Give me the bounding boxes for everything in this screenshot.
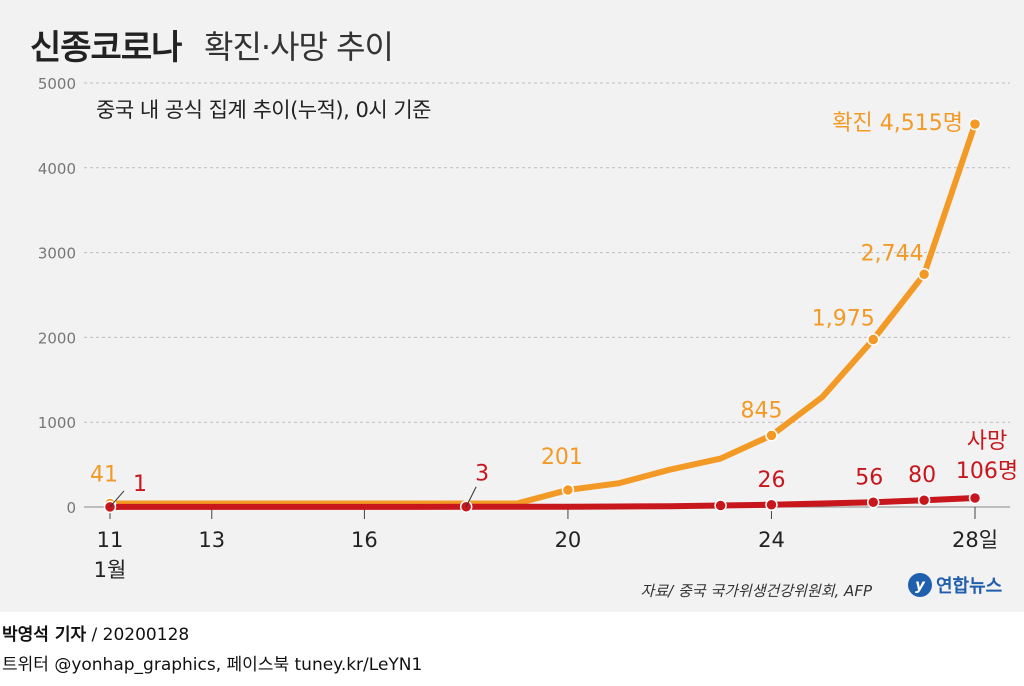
series-line-deaths [107,495,978,510]
x-tick-label: 28일 [952,528,998,552]
chart-title: 신종코로나 [30,28,182,68]
data-label-confirmed: 확진 4,515명 [832,111,963,136]
series-name-deaths: 사망 [967,429,1007,454]
chart-title-sub: 확진·사망 추이 [204,28,394,66]
data-point-deaths [714,499,727,512]
data-label-deaths: 80 [908,463,936,488]
byline: 박영석 기자 / 20200128 [2,620,189,645]
data-label-confirmed: 201 [541,445,583,470]
data-point-deaths [866,496,880,509]
data-label-deaths: 26 [757,468,785,493]
data-point-deaths [917,493,931,507]
chart-panel: 0 1000 2000 3000 4000 5000 11 13 16 20 24 28일 1월 41 20… [0,0,1024,612]
data-label-confirmed: 845 [740,398,782,423]
data-label-deaths: 1 [133,472,147,497]
reporter-name: 박영석 기자 [2,625,87,645]
yonhap-logo: y 연합뉴스 [908,572,1002,598]
publish-date: 20200128 [102,625,190,645]
yonhap-logo-text: 연합뉴스 [936,576,1003,597]
data-point-confirmed [765,429,778,442]
data-point-confirmed [866,333,880,346]
x-tick-sublabel: 1월 [94,558,127,582]
leader-line [109,490,125,508]
y-tick-label: 3000 [38,245,76,263]
social-links: 트위터 @yonhap_graphics, 페이스북 tuney.kr/LeYN… [2,655,423,675]
data-label-deaths: 106명 [956,459,1018,484]
data-point-deaths [765,498,778,512]
data-point-confirmed [917,268,931,281]
data-label-confirmed: 1,975 [812,307,875,332]
y-tick-label: 5000 [38,75,76,93]
data-label-deaths: 56 [855,465,883,490]
x-tick-label: 11 [97,528,124,552]
x-tick-label: 24 [758,528,785,552]
source-note: 자료/ 중국 국가위생건강위원회, AFP [640,582,872,600]
series-line-confirmed [107,121,978,507]
y-tick-label: 2000 [38,329,76,347]
y-tick-label: 0 [66,499,76,517]
data-label-confirmed: 41 [90,463,118,488]
x-tick-label: 20 [555,528,582,552]
data-label-deaths: 3 [475,462,489,487]
yonhap-logo-icon: y [908,573,932,597]
data-label-confirmed: 2,744 [861,241,924,266]
leader-line [465,486,477,507]
byline-separator: / [86,625,103,645]
y-tick-label: 1000 [38,414,76,432]
x-tick-label: 16 [351,528,378,552]
data-point-deaths [968,491,982,505]
y-tick-label: 4000 [38,160,76,178]
x-tick-label: 13 [198,528,225,552]
data-point-confirmed [968,117,982,131]
chart-subtitle: 중국 내 공식 집계 추이(누적), 0시 기준 [96,98,431,122]
data-point-confirmed [561,483,575,497]
